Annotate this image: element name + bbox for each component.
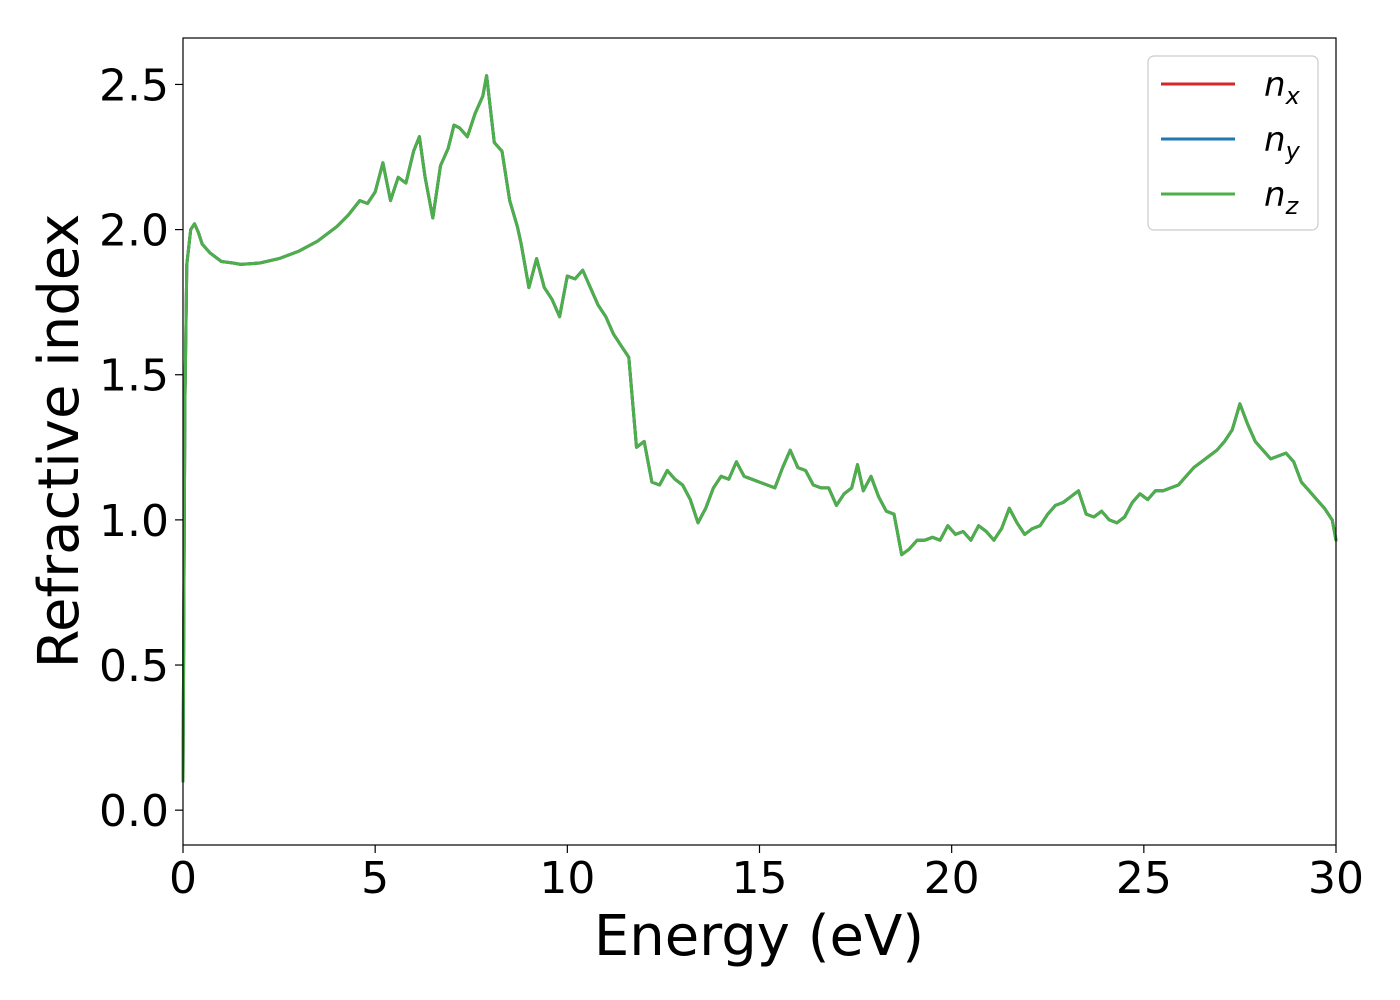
legend-entries: nx ny nz: [1161, 65, 1301, 220]
y-tick-label: 1.0: [99, 496, 169, 547]
series-line-nz: [181, 74, 1338, 783]
y-tick-label: 2.0: [99, 206, 169, 257]
x-tick-label: 25: [1116, 853, 1172, 904]
y-tick-label: 1.5: [99, 351, 169, 402]
legend-label-nz: nz: [1264, 175, 1300, 220]
x-axis-ticks: 0 5 10 15 20 25 30: [169, 845, 1364, 904]
plot-lines: [181, 74, 1338, 783]
x-tick-label: 0: [169, 853, 197, 904]
y-axis-ticks: 0.0 0.5 1.0 1.5 2.0 2.5: [99, 60, 183, 837]
y-tick-label: 0.0: [99, 786, 169, 837]
legend: nx ny nz: [1147, 55, 1319, 231]
x-tick-label: 10: [539, 853, 595, 904]
legend-label-ny: ny: [1264, 120, 1301, 165]
y-axis-label: Refractive index: [27, 214, 92, 669]
y-tick-label: 2.5: [99, 60, 169, 111]
x-axis-label: Energy (eV): [594, 904, 924, 969]
legend-box: [1147, 55, 1319, 231]
x-tick-label: 20: [924, 853, 980, 904]
y-tick-label: 0.5: [99, 641, 169, 692]
x-tick-label: 30: [1308, 853, 1364, 904]
x-tick-label: 5: [361, 853, 389, 904]
legend-label-nx: nx: [1264, 65, 1301, 110]
x-tick-label: 15: [732, 853, 788, 904]
